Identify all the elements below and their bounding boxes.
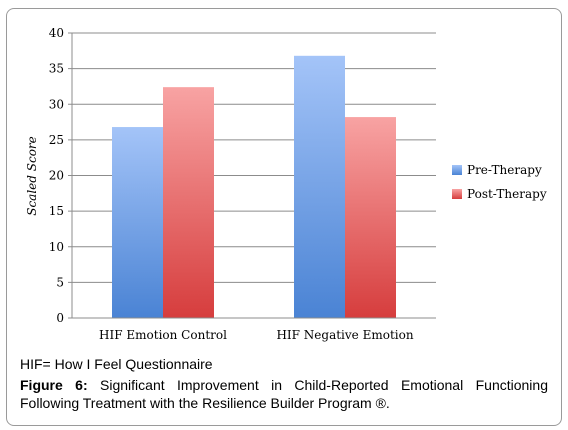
- y-tick-label: 25: [49, 133, 64, 147]
- y-axis-label: Scaled Score: [25, 136, 39, 216]
- bar-post-therapy-1: [163, 87, 214, 319]
- legend-label: Post-Therapy: [467, 187, 547, 201]
- y-tick-label: 35: [49, 62, 64, 76]
- x-category-label: HIF Emotion Control: [99, 328, 227, 342]
- y-tick-label: 5: [56, 275, 64, 289]
- y-tick-label: 0: [56, 311, 64, 325]
- figure-frame: [6, 8, 562, 426]
- bar-post-therapy-2: [345, 117, 396, 318]
- bar-pre-therapy-2: [294, 55, 345, 319]
- legend-swatch: [452, 189, 462, 199]
- y-tick-label: 30: [49, 97, 64, 111]
- y-tick-label: 15: [49, 204, 64, 218]
- figure-caption: Figure 6: Significant Improvement in Chi…: [20, 376, 548, 412]
- bar-chart: 0 5 10 15 20 25 30 35 40 HIF Emotion Control HIF N…: [25, 26, 547, 342]
- y-tick-label: 40: [49, 26, 64, 40]
- legend-label: Pre-Therapy: [467, 163, 542, 177]
- legend-swatch: [452, 165, 462, 175]
- legend: Pre-Therapy Post-Therapy: [452, 163, 547, 201]
- x-category-label: HIF Negative Emotion: [276, 328, 413, 342]
- caption-note: HIF= How I Feel Questionnaire: [20, 356, 213, 372]
- y-tick-label: 20: [49, 169, 64, 183]
- bar-pre-therapy-1: [112, 127, 163, 318]
- figure-label: Figure 6:: [20, 377, 88, 393]
- figure-text: Significant Improvement in Child-Reporte…: [20, 377, 548, 411]
- y-tick-label: 10: [49, 240, 64, 254]
